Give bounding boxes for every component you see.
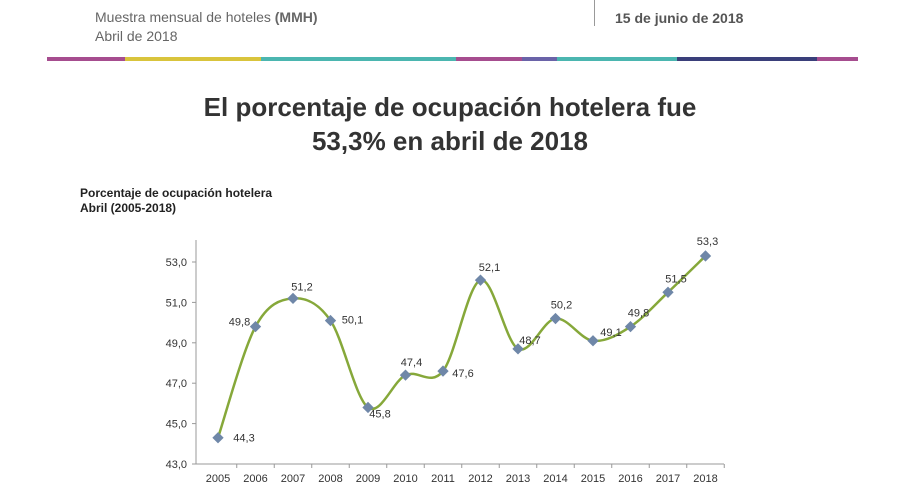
data-value-label: 50,2 — [551, 300, 572, 312]
publication-date: 15 de junio de 2018 — [615, 10, 744, 26]
x-tick-label: 2016 — [618, 473, 642, 485]
y-tick-label: 45,0 — [166, 419, 187, 431]
color-bar-segment — [456, 57, 522, 61]
data-value-label: 45,8 — [369, 408, 390, 420]
x-tick-label: 2006 — [243, 473, 267, 485]
data-value-label: 50,1 — [342, 315, 363, 327]
data-point-marker — [699, 250, 712, 262]
x-tick-label: 2018 — [693, 473, 717, 485]
y-tick-label: 49,0 — [166, 338, 187, 350]
y-tick-label: 47,0 — [166, 378, 187, 390]
color-bar-segment — [47, 57, 125, 61]
color-bar-segment — [261, 57, 333, 61]
data-point-marker — [362, 401, 374, 414]
x-tick-label: 2013 — [506, 473, 530, 485]
data-value-label: 44,3 — [233, 433, 254, 445]
data-point-marker — [549, 312, 562, 325]
headline-line-2: 53,3% en abril de 2018 — [311, 126, 589, 156]
x-tick-label: 2017 — [656, 473, 680, 485]
x-tick-label: 2014 — [543, 473, 567, 485]
headline-line-1: El porcentaje de ocupación hotelera fue — [203, 92, 697, 122]
data-point-marker — [624, 320, 637, 333]
color-bar-segment — [817, 57, 858, 61]
data-point-marker — [587, 335, 599, 347]
data-point-marker — [512, 343, 524, 355]
x-tick-label: 2005 — [206, 473, 230, 485]
color-bar-segment — [557, 57, 677, 61]
x-tick-label: 2011 — [431, 473, 455, 485]
data-point-marker — [662, 286, 674, 298]
publication-code: (MMH) — [274, 9, 318, 25]
color-bar-segment — [522, 57, 557, 61]
data-value-label: 47,6 — [452, 368, 473, 380]
data-value-label: 49,8 — [628, 308, 649, 320]
data-value-label: 52,1 — [479, 262, 500, 274]
color-bar-segment — [333, 57, 456, 61]
x-tick-label: 2008 — [318, 473, 342, 485]
data-point-marker — [474, 274, 487, 286]
data-point-marker — [324, 314, 337, 327]
header-divider — [594, 0, 595, 26]
data-value-label: 51,2 — [291, 281, 312, 293]
x-tick-label: 2007 — [281, 473, 305, 485]
data-value-label: 49,8 — [229, 317, 250, 329]
x-tick-label: 2012 — [468, 473, 492, 485]
publication-period: Abril de 2018 — [95, 28, 178, 44]
color-bar-segment — [125, 57, 261, 61]
publication-name: Muestra mensual de hoteles (MMH) — [95, 9, 318, 25]
data-value-label: 48,7 — [519, 335, 540, 347]
data-point-marker — [437, 365, 449, 377]
data-value-label: 51,5 — [665, 273, 686, 285]
data-point-marker — [212, 432, 224, 444]
x-tick-label: 2010 — [393, 473, 417, 485]
data-value-label: 49,1 — [600, 327, 621, 339]
header-publication: Muestra mensual de hoteles (MMH) Abril d… — [95, 8, 318, 46]
color-bar-segment — [677, 57, 817, 61]
x-tick-label: 2015 — [581, 473, 605, 485]
data-point-marker — [287, 292, 299, 305]
data-value-label: 47,4 — [401, 357, 422, 369]
x-tick-label: 2009 — [356, 473, 380, 485]
data-value-label: 53,3 — [697, 236, 718, 248]
data-point-marker — [249, 320, 262, 333]
y-tick-label: 53,0 — [166, 257, 187, 269]
chart-title: Porcentaje de ocupación hotelera — [80, 186, 273, 200]
data-point-marker — [399, 369, 412, 381]
header-color-bar — [47, 57, 858, 61]
chart-subtitle: Abril (2005-2018) — [80, 201, 177, 215]
y-tick-label: 51,0 — [166, 297, 187, 309]
y-tick-label: 43,0 — [166, 459, 187, 471]
